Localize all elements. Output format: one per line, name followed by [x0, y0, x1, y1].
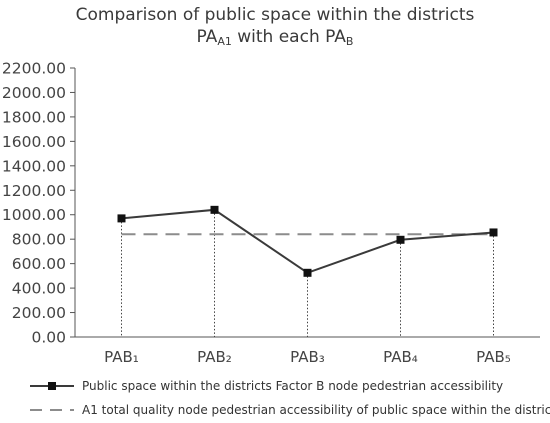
legend-entry-factor-b: Public space within the districts Factor… [30, 378, 503, 394]
title-pa-subscript-a1: A1 [217, 35, 232, 48]
legend-label-a1-total: A1 total quality node pedestrian accessi… [82, 403, 550, 417]
y-tick-label: 400.00 [12, 280, 66, 298]
series-line-factor-b [121, 208, 494, 274]
data-point-marker [210, 205, 219, 214]
y-tick-label: 2000.00 [2, 84, 66, 102]
y-tick-label: 0.00 [31, 329, 66, 347]
chart-title: Comparison of public space within the di… [0, 4, 550, 48]
data-point-marker [303, 268, 312, 277]
legend-label-factor-b: Public space within the districts Factor… [82, 379, 504, 393]
y-tick-label: 1400.00 [2, 157, 66, 175]
y-tick-label: 1800.00 [2, 108, 66, 126]
legend-swatch-dashed-line-icon [30, 409, 74, 411]
data-point-marker [117, 214, 126, 223]
y-tick-label: 200.00 [12, 304, 66, 322]
title-pa-subscript-b: B [345, 35, 354, 48]
title-with-each: with each PA [231, 27, 346, 47]
y-tick-label: 1000.00 [2, 206, 66, 224]
y-tick-label: 600.00 [12, 255, 66, 273]
legend-entry-a1-total: A1 total quality node pedestrian accessi… [30, 402, 550, 418]
x-tick-label: PAB₅ [476, 348, 511, 366]
x-tick-label: PAB₄ [383, 348, 418, 366]
legend-swatch-solid-square-icon [30, 382, 74, 390]
x-tick-label: PAB₃ [290, 348, 325, 366]
y-tick-label: 1600.00 [2, 133, 66, 151]
x-tick-label: PAB₂ [197, 348, 232, 366]
title-pa: PA [196, 27, 218, 47]
chart-title-line-2: PAA1 with each PAB [0, 26, 550, 48]
x-tick-label: PAB₁ [104, 348, 139, 366]
chart-title-line-1: Comparison of public space within the di… [75, 5, 475, 25]
data-point-marker [489, 228, 498, 237]
y-tick-label: 800.00 [12, 231, 66, 249]
y-tick-label: 1200.00 [2, 182, 66, 200]
y-tick-label: 2200.00 [2, 60, 66, 78]
data-point-marker [396, 235, 405, 244]
